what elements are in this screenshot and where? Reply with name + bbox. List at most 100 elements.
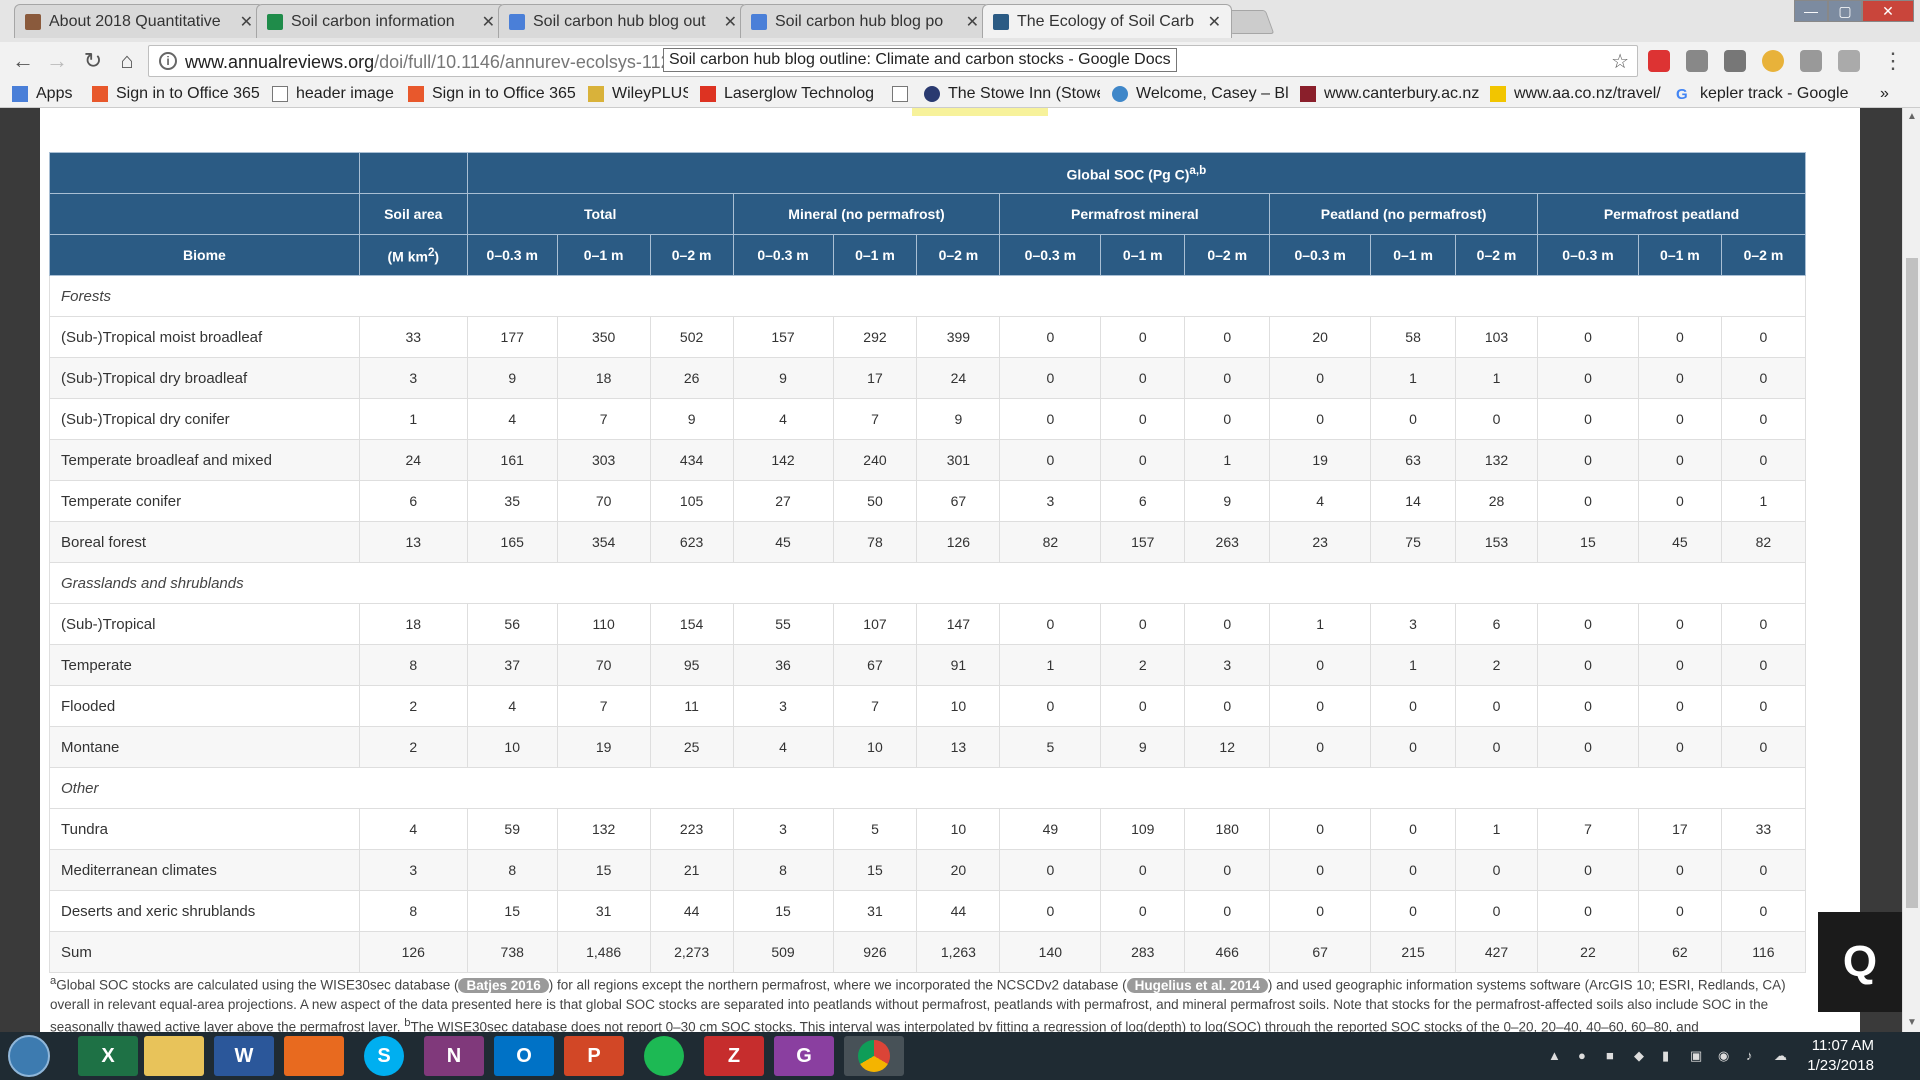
value-cell: 25 (649, 726, 734, 768)
bookmark-wileyplus[interactable]: WileyPLUS (588, 84, 688, 104)
extension-icon[interactable] (1800, 50, 1822, 72)
bookmark-star-icon[interactable]: ☆ (1611, 51, 1629, 73)
value-cell: 0 (1100, 316, 1186, 358)
matlab-icon[interactable] (284, 1036, 344, 1076)
outlook-icon[interactable]: O (494, 1036, 554, 1076)
powerpoint-icon[interactable]: P (564, 1036, 624, 1076)
close-tab-icon[interactable]: ✕ (723, 13, 737, 31)
value-cell: 126 (358, 931, 468, 973)
tab-blog-outline[interactable]: Soil carbon hub blog out ✕ (498, 4, 748, 38)
value-cell: 0 (1184, 316, 1271, 358)
start-button[interactable] (8, 1035, 50, 1077)
bookmark-welcome-casey[interactable]: Welcome, Casey – Bl (1112, 84, 1288, 104)
value-cell: 56 (466, 603, 558, 645)
more-bookmarks-chevron-icon[interactable]: » (1880, 85, 1889, 102)
citation-link-batjes[interactable]: Batjes 2016 (458, 977, 549, 993)
minimize-button[interactable]: — (1794, 0, 1828, 22)
close-window-button[interactable]: ✕ (1862, 0, 1914, 22)
bookmark-canterbury[interactable]: www.canterbury.ac.nz (1300, 84, 1490, 104)
onenote-icon[interactable]: N (424, 1036, 484, 1076)
maximize-button[interactable]: ▢ (1828, 0, 1862, 22)
back-arrow-icon[interactable]: ← (12, 48, 34, 73)
header-group-mineral: Mineral (no permafrost) (732, 193, 1001, 235)
excel-icon[interactable]: X (78, 1036, 138, 1076)
bookmark-aa-travel[interactable]: www.aa.co.nz/travel/ (1490, 84, 1670, 104)
close-tab-icon[interactable]: ✕ (1207, 13, 1221, 31)
table-row: Temperate conifer 6 35 70 105 27 50 67 3 6 9 4 14 28 0… (49, 480, 1807, 522)
spotify-icon[interactable] (644, 1036, 684, 1076)
tab-soil-carbon-information[interactable]: Soil carbon information ✕ (256, 4, 506, 38)
tray-app-icon[interactable]: ◆ (1634, 1048, 1644, 1063)
address-bar[interactable]: i www.annualreviews.org/doi/full/10.1146… (148, 45, 1638, 77)
value-cell: 153 (1455, 521, 1538, 563)
reload-icon[interactable]: ↻ (83, 48, 103, 73)
close-tab-icon[interactable]: ✕ (965, 13, 979, 31)
menu-kebab-icon[interactable]: ⋮ (1882, 48, 1904, 73)
extension-icon[interactable] (1762, 50, 1784, 72)
laserglow-icon (700, 86, 716, 102)
table-row: (Sub-)Tropical moist broadleaf 33 177 350 50… (49, 316, 1807, 358)
docs-icon (751, 13, 767, 30)
tab-ecology-soil-carbon[interactable]: The Ecology of Soil Carb ✕ (982, 4, 1232, 38)
page-icon (25, 13, 41, 30)
tray-app-icon[interactable]: ■ (1606, 1048, 1614, 1063)
table-row: (Sub-)Tropical dry broadleaf 3 9 18 26 9 17 24 0… (49, 357, 1807, 399)
bookmark-office365[interactable]: Sign in to Office 365 (92, 84, 262, 104)
word-icon[interactable]: W (214, 1036, 274, 1076)
table-group-row: Forests (49, 275, 1806, 317)
value-cell: 2 (358, 726, 468, 768)
forward-arrow-icon[interactable]: → (46, 48, 68, 73)
show-hidden-icons-chevron-icon[interactable]: ▲ (1548, 1048, 1561, 1063)
value-cell: 283 (1100, 931, 1186, 973)
value-cell: 14 (1370, 480, 1457, 522)
home-icon[interactable]: ⌂ (120, 48, 134, 73)
value-cell: 62 (1637, 931, 1722, 973)
system-clock[interactable]: 11:07 AM 1/23/2018 (1807, 1036, 1874, 1076)
bookmark-header-image[interactable]: header image (272, 84, 402, 104)
value-cell: 0 (1370, 726, 1457, 768)
bookmark-page[interactable] (892, 84, 912, 104)
annual-reviews-icon (993, 13, 1009, 30)
extension-icon[interactable] (1686, 50, 1708, 72)
pdf-app-icon[interactable]: G (774, 1036, 834, 1076)
close-tab-icon[interactable]: ✕ (481, 13, 495, 31)
tab-blog-post[interactable]: Soil carbon hub blog po ✕ (740, 4, 990, 38)
bookmark-stowe-inn[interactable]: The Stowe Inn (Stowe (924, 84, 1100, 104)
value-cell: 11 (649, 685, 734, 727)
value-cell: 502 (649, 316, 734, 358)
tray-app-icon[interactable]: ● (1578, 1048, 1586, 1063)
extension-icon[interactable] (1648, 50, 1670, 72)
q-widget-button[interactable]: Q (1818, 912, 1902, 1012)
tray-app-icon[interactable]: ▣ (1690, 1048, 1703, 1063)
onedrive-icon[interactable]: ☁ (1774, 1048, 1787, 1063)
value-cell: 2 (1100, 644, 1186, 686)
skype-icon[interactable]: S (364, 1036, 404, 1076)
bookmark-office365[interactable]: Sign in to Office 365 (408, 84, 578, 104)
chrome-icon[interactable] (844, 1036, 904, 1076)
volume-icon[interactable]: ♪ (1746, 1048, 1753, 1063)
extension-icon[interactable] (1724, 50, 1746, 72)
bookmark-apps[interactable]: Apps (12, 84, 82, 104)
scroll-down-arrow-icon[interactable]: ▼ (1907, 1017, 1917, 1028)
table-group-row: Grasslands and shrublands (49, 562, 1806, 604)
tray-app-icon[interactable]: ◉ (1718, 1048, 1730, 1063)
citation-link-hugelius[interactable]: Hugelius et al. 2014 (1126, 977, 1268, 993)
soc-table-body: Forests (Sub-)Tropical moist broadleaf 33 1… (49, 275, 1807, 973)
value-cell: 8 (732, 849, 834, 891)
info-icon[interactable]: i (159, 52, 177, 70)
value-cell: 8 (358, 644, 468, 686)
vertical-scrollbar[interactable]: ▲ ▼ (1902, 108, 1920, 1032)
clock-date: 1/23/2018 (1807, 1057, 1874, 1074)
value-cell: 36 (732, 644, 834, 686)
scroll-up-arrow-icon[interactable]: ▲ (1907, 111, 1917, 122)
extension-icon[interactable] (1838, 50, 1860, 72)
network-signal-icon[interactable]: ▮ (1662, 1048, 1670, 1063)
biome-cell: Deserts and xeric shrublands (49, 890, 360, 932)
file-explorer-icon[interactable] (144, 1036, 204, 1076)
tab-about-2018[interactable]: About 2018 Quantitative ✕ (14, 4, 264, 38)
scrollbar-thumb[interactable] (1906, 258, 1918, 908)
close-tab-icon[interactable]: ✕ (239, 13, 253, 31)
zotero-icon[interactable]: Z (704, 1036, 764, 1076)
bookmark-laserglow[interactable]: Laserglow Technolog (700, 84, 878, 104)
